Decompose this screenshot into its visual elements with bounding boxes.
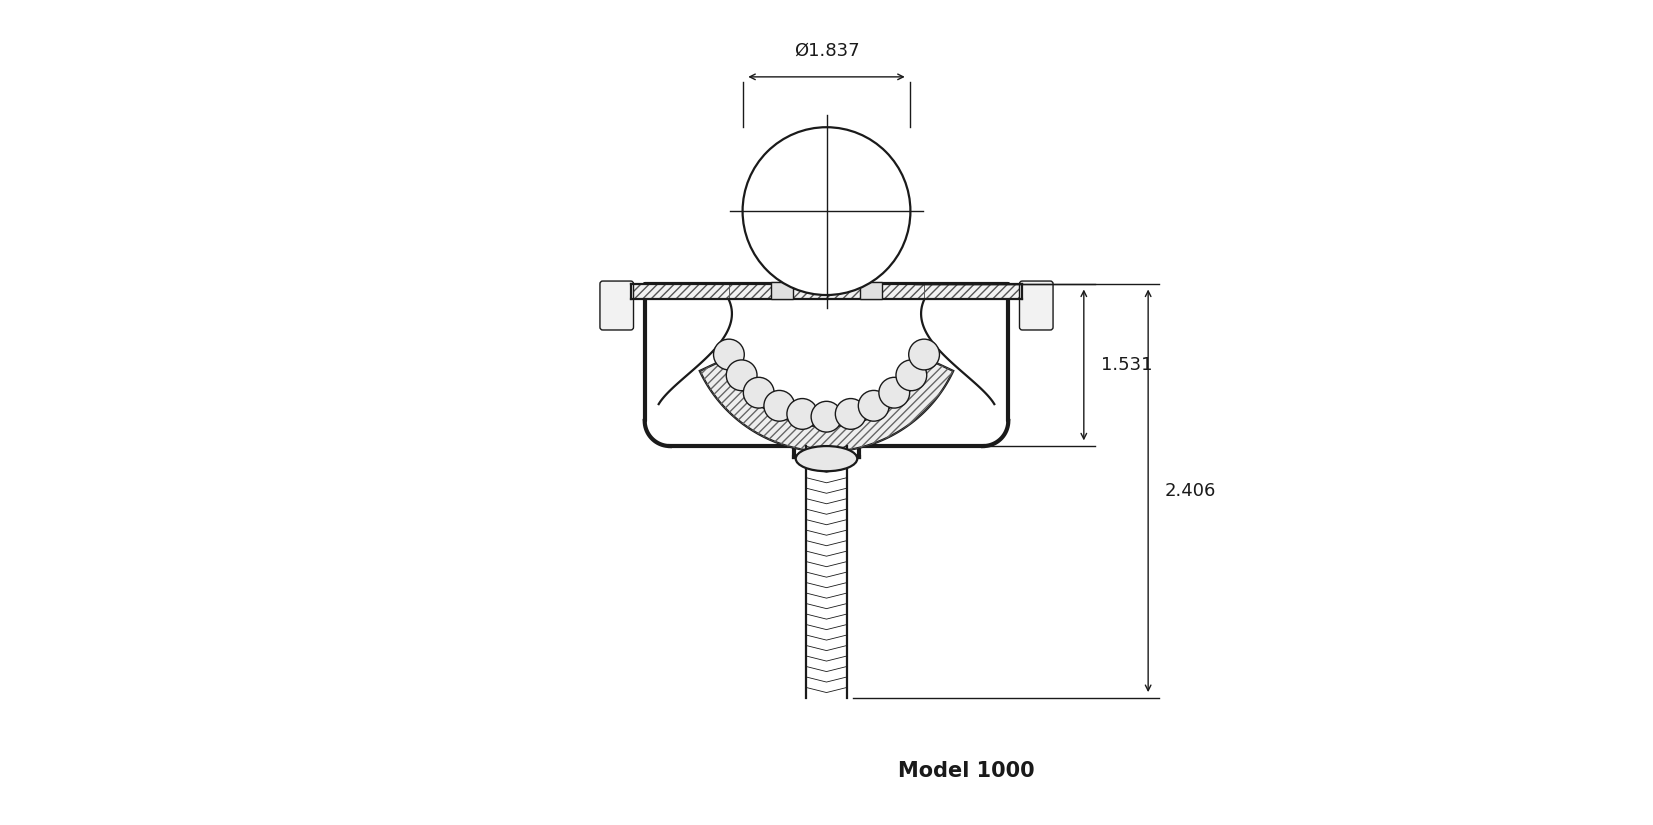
Bar (729, 284, 924, 299)
Circle shape (726, 360, 757, 391)
Circle shape (909, 339, 939, 370)
Bar (770, 282, 793, 299)
Circle shape (742, 127, 911, 295)
Circle shape (714, 339, 744, 370)
Text: 1.531: 1.531 (1101, 356, 1152, 374)
Text: 2.406: 2.406 (1165, 482, 1217, 500)
Circle shape (812, 401, 841, 432)
Circle shape (896, 360, 927, 391)
Bar (924, 284, 1022, 299)
Text: Model 1000: Model 1000 (898, 761, 1035, 780)
Text: Ø1.837: Ø1.837 (793, 42, 860, 60)
Circle shape (764, 390, 795, 422)
Circle shape (879, 377, 909, 408)
Circle shape (835, 398, 866, 429)
Bar (631, 284, 1022, 299)
Circle shape (744, 377, 774, 408)
FancyBboxPatch shape (1020, 281, 1053, 330)
Polygon shape (699, 361, 954, 451)
Bar (860, 282, 883, 299)
Ellipse shape (795, 446, 858, 471)
Circle shape (787, 398, 818, 429)
FancyBboxPatch shape (600, 281, 633, 330)
Circle shape (858, 390, 889, 422)
Bar (631, 284, 729, 299)
